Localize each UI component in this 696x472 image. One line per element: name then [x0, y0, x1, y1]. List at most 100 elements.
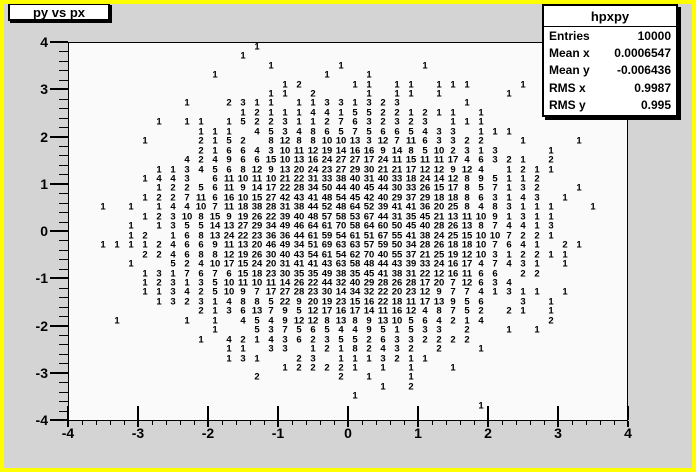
bin-count: 1 — [534, 258, 540, 270]
bin-count: 61 — [307, 230, 319, 242]
bin-count: 12 — [293, 315, 305, 327]
axis-tick — [59, 410, 68, 412]
bin-count: 1 — [142, 192, 148, 204]
bin-count: 6 — [254, 154, 260, 166]
bin-count: 50 — [391, 239, 403, 251]
bin-count: 1 — [408, 371, 414, 383]
axis-tick — [59, 98, 68, 100]
bin-count: 1 — [548, 230, 554, 242]
bin-count: 9 — [492, 211, 498, 223]
bin-count: 24 — [377, 154, 389, 166]
x-tick-label: 4 — [624, 425, 632, 441]
bin-count: 6 — [478, 192, 484, 204]
bin-count: 23 — [405, 286, 417, 298]
bin-count: 8 — [408, 145, 414, 157]
bin-count: 2 — [324, 116, 330, 128]
axis-tick — [277, 406, 279, 420]
bin-count: 28 — [293, 182, 305, 194]
bin-count: 3 — [380, 353, 386, 365]
y-tick-label: 1 — [40, 175, 48, 192]
bin-count: 1 — [156, 286, 162, 298]
bin-count: 2 — [478, 135, 484, 147]
bin-count: 48 — [363, 258, 375, 270]
bin-count: 10 — [195, 201, 207, 213]
bin-count: 1 — [142, 277, 148, 289]
bin-count: 14 — [391, 145, 403, 157]
bin-count: 6 — [184, 249, 190, 261]
bin-count: 1 — [198, 116, 204, 128]
bin-count: 1 — [520, 173, 526, 185]
bin-count: 10 — [391, 315, 403, 327]
histogram-title-box[interactable]: py vs px — [8, 3, 110, 21]
axis-tick — [67, 406, 69, 420]
bin-count: 2 — [156, 277, 162, 289]
bin-count: 2 — [380, 116, 386, 128]
bin-count: 1 — [394, 88, 400, 100]
bin-count: 24 — [251, 258, 263, 270]
bin-count: 30 — [279, 268, 291, 280]
bin-count: 41 — [391, 201, 403, 213]
bin-count: 1 — [408, 107, 414, 119]
x-tick-label: -1 — [271, 425, 285, 441]
bin-count: 26 — [251, 249, 263, 261]
bin-count: 21 — [377, 164, 389, 176]
bin-count: 1 — [282, 79, 288, 91]
axis-tick — [59, 193, 68, 195]
bin-count: 22 — [307, 277, 319, 289]
bin-count: 42 — [363, 192, 375, 204]
axis-tick — [67, 421, 69, 427]
bin-count: 1 — [576, 135, 582, 147]
bin-count: 2 — [310, 88, 316, 100]
bin-count: 2 — [408, 343, 414, 355]
bin-count: 13 — [433, 296, 445, 308]
bin-count: 44 — [335, 182, 347, 194]
bin-count: 4 — [310, 107, 316, 119]
axis-tick — [50, 324, 68, 327]
bin-count: 3 — [394, 116, 400, 128]
bin-count: 4 — [478, 315, 484, 327]
bin-count: 1 — [352, 353, 358, 365]
bin-count: 11 — [377, 305, 389, 317]
axis-tick — [166, 421, 167, 425]
bin-count: 46 — [265, 239, 277, 251]
bin-count: 10 — [237, 173, 249, 185]
bin-count: 6 — [478, 268, 484, 280]
bin-count: 12 — [405, 305, 417, 317]
bin-count: 9 — [450, 296, 456, 308]
bin-count: 48 — [335, 201, 347, 213]
bin-count: 38 — [335, 268, 347, 280]
bin-count: 12 — [307, 305, 319, 317]
bin-count: 9 — [240, 286, 246, 298]
bin-count: 26 — [391, 277, 403, 289]
bin-count: 29 — [349, 164, 361, 176]
bin-count: 64 — [307, 220, 319, 232]
bin-count: 6 — [198, 239, 204, 251]
stats-box[interactable]: hpxpy Entries 10000 Mean x 0.0006547 Mea… — [542, 4, 678, 117]
bin-count: 24 — [223, 230, 235, 242]
axis-tick — [460, 421, 461, 425]
axis-tick — [50, 277, 68, 280]
bin-count: 10 — [335, 135, 347, 147]
bin-count: 15 — [209, 211, 221, 223]
bin-count: 7 — [254, 286, 260, 298]
bin-count: 4 — [324, 107, 330, 119]
bin-count: 1 — [156, 164, 162, 176]
bin-count: 5 — [380, 324, 386, 336]
bin-count: 44 — [293, 230, 305, 242]
bin-count: 7 — [492, 239, 498, 251]
bin-count: 2 — [338, 362, 344, 374]
bin-count: 1 — [212, 315, 218, 327]
bin-count: 33 — [419, 258, 431, 270]
axis-tick — [236, 421, 237, 425]
bin-count: 33 — [321, 173, 333, 185]
axis-tick — [194, 421, 195, 425]
bin-count: 3 — [492, 249, 498, 261]
bin-count: 6 — [226, 164, 232, 176]
bin-count: 40 — [349, 277, 361, 289]
bin-count: 49 — [321, 268, 333, 280]
bin-count: 1 — [394, 324, 400, 336]
bin-count: 8 — [464, 201, 470, 213]
bin-count: 2 — [548, 154, 554, 166]
bin-count: 12 — [447, 173, 459, 185]
bin-count: 31 — [391, 211, 403, 223]
